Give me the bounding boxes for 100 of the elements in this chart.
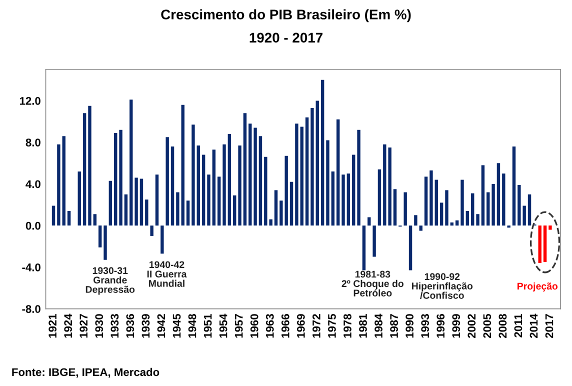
bar: [440, 202, 444, 226]
bar: [466, 210, 470, 226]
chart-subtitle: 1920 - 2017: [250, 32, 322, 43]
bar: [88, 106, 92, 226]
bar: [430, 170, 433, 226]
bar: [419, 226, 422, 231]
x-tick-label: 1936: [126, 314, 134, 338]
bar: [538, 226, 542, 264]
bar: [248, 124, 252, 226]
bar: [57, 144, 60, 226]
bar: [320, 80, 324, 226]
bar: [98, 226, 102, 248]
x-tick-label: 1993: [421, 314, 430, 338]
x-tick-label: 1933: [110, 314, 119, 338]
x-tick-label: 1981: [359, 314, 367, 338]
x-tick-label: 1990: [406, 314, 414, 338]
x-tick-label: 1930: [95, 314, 104, 338]
bar: [202, 154, 206, 226]
x-tick-label: 1966: [281, 314, 290, 338]
bar: [67, 210, 71, 226]
x-tick-label: 1948: [188, 314, 196, 338]
bar: [305, 117, 309, 226]
bar: [310, 108, 314, 226]
bar: [300, 126, 304, 226]
x-tick-label: 1987: [390, 314, 398, 338]
bar: [130, 100, 133, 226]
chart-title: Crescimento do PIB Brasileiro (Em %): [161, 9, 411, 22]
bar: [124, 194, 128, 226]
bar: [290, 182, 294, 226]
bar: [207, 174, 210, 226]
x-tick-label: 2008: [498, 314, 507, 338]
bar: [254, 128, 257, 226]
bar: [160, 226, 164, 254]
x-tick-label: 1945: [172, 314, 181, 338]
bar: [233, 195, 236, 226]
bar: [186, 200, 190, 226]
bar: [342, 174, 345, 226]
bar: [476, 214, 480, 226]
x-tick-label: 1996: [436, 314, 445, 338]
bar: [445, 190, 448, 226]
bar: [108, 180, 112, 226]
bar: [434, 180, 438, 226]
bar: [82, 113, 86, 226]
bar: [166, 137, 169, 226]
bar: [196, 145, 200, 226]
y-tick-label: 4.0: [26, 180, 40, 188]
x-tick-label: 1975: [328, 314, 336, 338]
bar: [362, 226, 366, 270]
bar: [357, 130, 360, 226]
x-tick-label: 2011: [514, 314, 522, 338]
annotation: Projeção: [518, 282, 558, 292]
bar: [450, 222, 454, 226]
x-tick-label: 1978: [344, 314, 352, 338]
x-tick-label: 1942: [157, 314, 166, 338]
annotation: 1930-31 Grande Depressão: [86, 267, 135, 295]
bar: [352, 154, 356, 226]
x-tick-label: 1963: [266, 314, 274, 338]
bar: [52, 206, 56, 226]
annotation: 1990-92 Hiperinflação /Confisco: [412, 273, 473, 299]
bar: [460, 180, 464, 226]
x-tick-label: 1984: [374, 314, 382, 338]
bar: [176, 192, 180, 226]
bar: [528, 194, 532, 226]
bar: [548, 226, 552, 230]
bar: [368, 217, 371, 226]
bar: [212, 150, 216, 226]
x-tick-label: 1999: [452, 314, 460, 338]
bar: [316, 100, 319, 226]
x-tick-label: 1957: [234, 314, 243, 338]
bar: [274, 190, 278, 226]
y-tick-label: 12.0: [20, 96, 40, 105]
x-tick-label: 1960: [250, 314, 258, 338]
bar: [404, 192, 407, 226]
y-tick-label: 0.0: [26, 222, 40, 230]
bar: [258, 136, 262, 226]
bar: [238, 145, 242, 226]
y-tick-label: -8.0: [22, 305, 40, 313]
bar: [331, 171, 335, 226]
bar: [424, 176, 428, 226]
x-tick-label: 1927: [80, 314, 88, 338]
bar: [155, 174, 159, 226]
bar: [181, 104, 184, 226]
x-tick-label: 1954: [219, 314, 228, 338]
bar: [150, 226, 154, 236]
bar: [114, 132, 118, 226]
bar: [145, 200, 148, 226]
bar: [512, 146, 516, 226]
bar: [140, 178, 144, 226]
bar: [543, 226, 547, 262]
bar: [119, 130, 122, 226]
bar: [170, 146, 174, 226]
bar: [496, 163, 500, 226]
bar: [228, 134, 232, 226]
bar: [192, 124, 195, 226]
y-tick-label: -4.0: [22, 263, 40, 272]
annotation: 1940-42 II Guerra Mundial: [147, 261, 187, 287]
bar: [393, 189, 397, 226]
bar: [104, 226, 107, 260]
bar: [243, 113, 247, 226]
bar: [134, 178, 138, 226]
